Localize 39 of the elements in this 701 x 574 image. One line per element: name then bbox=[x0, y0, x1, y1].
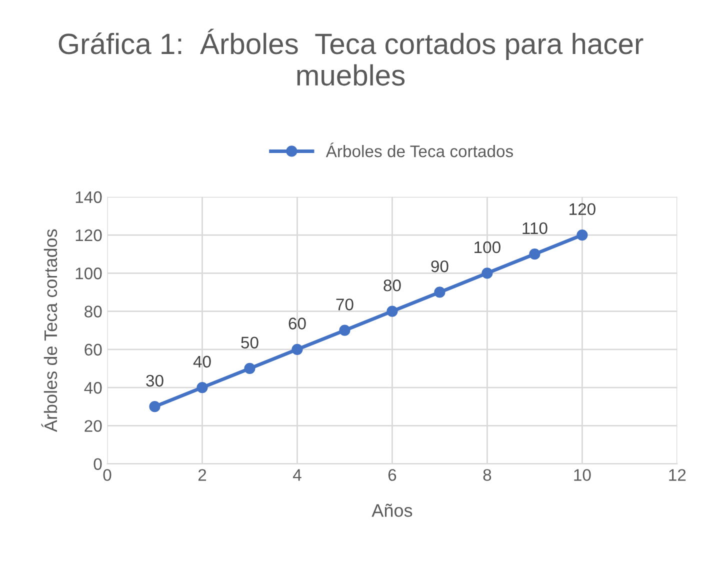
x-tick-label: 4 bbox=[292, 469, 302, 481]
point bbox=[196, 382, 208, 394]
data-label: 50 bbox=[241, 336, 258, 349]
x-tick-label: 2 bbox=[198, 469, 206, 481]
point bbox=[576, 229, 588, 241]
x-tick-label: 10 bbox=[574, 469, 591, 481]
data-label: 30 bbox=[146, 374, 164, 387]
y-axis-title: Árboles de Teca cortados bbox=[41, 229, 58, 432]
x-tick-label: 12 bbox=[669, 469, 686, 481]
point bbox=[434, 286, 446, 298]
data-label: 60 bbox=[288, 318, 306, 330]
y-tick-label: 60 bbox=[84, 344, 102, 356]
point bbox=[482, 268, 493, 279]
x-tick-label: 8 bbox=[483, 469, 492, 481]
y-tick-label: 140 bbox=[76, 191, 102, 204]
y-tick-label: 120 bbox=[76, 229, 102, 242]
y-tick-label: 40 bbox=[84, 382, 102, 394]
y-tick-label: 80 bbox=[84, 306, 102, 318]
y-tick-label: 100 bbox=[76, 268, 102, 280]
point bbox=[339, 324, 350, 336]
y-tick-label: 20 bbox=[84, 420, 102, 432]
data-label: 110 bbox=[522, 222, 548, 234]
data-label: 40 bbox=[193, 356, 211, 368]
data-label: 120 bbox=[570, 203, 596, 216]
y-tick-label: 0 bbox=[94, 458, 102, 470]
chart-title: Gráfica 1: Árboles Teca cortados para hacer muebles bbox=[58, 28, 644, 86]
point bbox=[149, 401, 160, 412]
point bbox=[386, 306, 398, 317]
point bbox=[292, 344, 303, 355]
point bbox=[529, 248, 540, 260]
data-label: 100 bbox=[474, 241, 500, 254]
x-tick-label: 6 bbox=[388, 469, 396, 481]
legend-label: Árboles de Teca cortados bbox=[326, 142, 513, 158]
x-tick-label: 0 bbox=[103, 469, 112, 481]
data-label: 90 bbox=[431, 260, 448, 272]
data-label: 80 bbox=[384, 280, 401, 292]
data-label: 70 bbox=[336, 298, 354, 310]
point bbox=[244, 362, 256, 374]
x-axis-title: Años bbox=[372, 504, 412, 517]
